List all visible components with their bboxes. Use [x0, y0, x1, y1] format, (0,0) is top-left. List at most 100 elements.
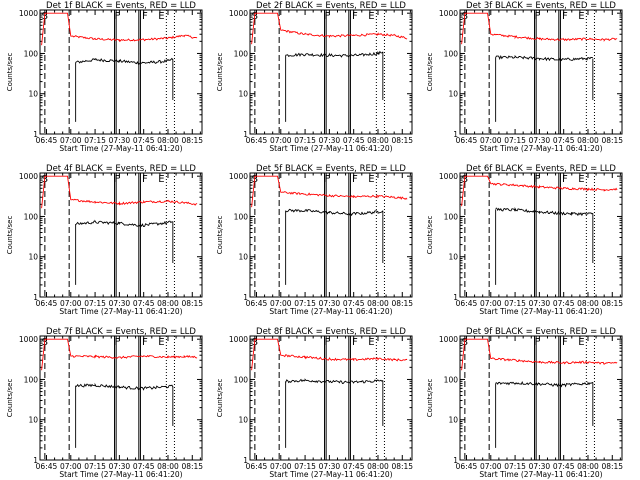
series-events-line	[75, 382, 174, 391]
x-tick-label: 07:30	[529, 462, 551, 471]
x-axis-label: Start Time (27-May-11 06:41:20)	[59, 144, 182, 153]
y-axis-label: Counts/sec	[6, 216, 14, 255]
panel-title: Det 6f BLACK = Events, RED = LLD	[466, 164, 616, 174]
panel-det-8: Det 8f BLACK = Events, RED = LLD 1 10 100 10…	[216, 327, 413, 479]
y-tick-label: 10	[28, 90, 38, 99]
y-tick-label: 100	[444, 49, 459, 58]
series-lld-line	[461, 338, 618, 371]
x-tick-label: 07:30	[529, 136, 551, 145]
x-tick-label: 07:00	[60, 299, 82, 308]
y-tick-label: 10	[448, 253, 458, 262]
annotation-f: F	[352, 337, 358, 348]
x-tick-label: 06:45	[246, 299, 268, 308]
x-tick-label: 06:45	[36, 136, 58, 145]
plot-frame	[39, 172, 203, 298]
y-tick-label: 100	[24, 212, 39, 221]
x-tick-label: 07:15	[294, 462, 316, 471]
y-tick-label: 10	[28, 416, 38, 425]
x-tick-label: 07:30	[109, 462, 131, 471]
y-tick-label: 1	[33, 130, 38, 139]
x-tick-label: 08:00	[577, 462, 599, 471]
x-tick-label: 08:15	[601, 136, 623, 145]
series-events-line	[285, 50, 384, 58]
annotation-e: E	[578, 337, 584, 348]
plot-frame	[39, 9, 203, 135]
y-tick-label: 100	[24, 49, 39, 58]
annotation-f: F	[142, 337, 148, 348]
x-tick-label: 08:00	[157, 462, 179, 471]
y-tick-label: 1	[453, 293, 458, 302]
x-tick-label: 08:15	[601, 299, 623, 308]
x-tick-label: 07:30	[529, 299, 551, 308]
x-tick-label: 07:15	[84, 299, 106, 308]
x-tick-label: 07:30	[319, 462, 341, 471]
x-tick-label: 06:45	[456, 299, 478, 308]
panel-det-1: Det 1f BLACK = Events, RED = LLD 1 10 100 10…	[6, 1, 203, 153]
panel-det-3: Det 3f BLACK = Events, RED = LLD 1 10 100 10…	[426, 1, 623, 153]
x-tick-label: 08:15	[601, 462, 623, 471]
plot-frame	[459, 335, 623, 461]
annotation-f: F	[325, 11, 331, 22]
series-events-line	[495, 54, 593, 62]
panel-title: Det 8f BLACK = Events, RED = LLD	[256, 327, 406, 337]
y-tick-label: 100	[234, 375, 249, 384]
annotation-f: F	[352, 174, 358, 185]
plot-frame	[249, 172, 413, 298]
y-axis-label: Counts/sec	[6, 379, 14, 418]
annotation-e: E	[368, 337, 374, 348]
plot-frame	[249, 335, 413, 461]
x-tick-label: 08:15	[391, 462, 413, 471]
x-tick-label: 07:15	[84, 462, 106, 471]
x-tick-label: 08:00	[577, 136, 599, 145]
x-tick-label: 07:45	[343, 299, 365, 308]
x-tick-label: 08:15	[391, 136, 413, 145]
x-tick-label: 06:45	[36, 462, 58, 471]
series-lld-line	[461, 12, 618, 45]
plot-frame	[459, 9, 623, 135]
series-lld-line	[461, 175, 618, 207]
annotation-f: F	[562, 337, 568, 348]
annotation-f: F	[325, 337, 331, 348]
x-tick-label: 07:45	[553, 136, 575, 145]
x-tick-label: 07:15	[294, 136, 316, 145]
x-tick-label: 06:45	[36, 299, 58, 308]
x-tick-label: 07:45	[133, 136, 155, 145]
x-tick-label: 07:45	[133, 462, 155, 471]
x-axis-label: Start Time (27-May-11 06:41:20)	[269, 470, 392, 479]
annotation-e: E	[368, 174, 374, 185]
x-tick-label: 08:15	[391, 299, 413, 308]
panel-det-2: Det 2f BLACK = Events, RED = LLD 1 10 100 10…	[216, 1, 413, 153]
x-tick-label: 07:30	[109, 299, 131, 308]
y-tick-label: 10	[448, 416, 458, 425]
x-axis-label: Start Time (27-May-11 06:41:20)	[59, 307, 182, 316]
x-tick-label: 07:00	[480, 299, 502, 308]
x-axis-label: Start Time (27-May-11 06:41:20)	[479, 470, 602, 479]
panel-det-6: Det 6f BLACK = Events, RED = LLD 1 10 100 10…	[426, 164, 623, 316]
x-tick-label: 07:00	[60, 462, 82, 471]
x-tick-label: 08:00	[367, 299, 389, 308]
panel-title: Det 9f BLACK = Events, RED = LLD	[466, 327, 616, 337]
y-tick-label: 1	[453, 130, 458, 139]
plot-frame	[39, 335, 203, 461]
y-tick-label: 1000	[19, 335, 38, 344]
series-events-line	[75, 219, 173, 228]
annotation-f: F	[535, 11, 541, 22]
panel-title: Det 2f BLACK = Events, RED = LLD	[256, 1, 406, 11]
annotation-e: E	[578, 11, 584, 22]
annotation-e: E	[158, 11, 164, 22]
x-tick-label: 07:15	[294, 299, 316, 308]
series-events-line	[75, 57, 174, 65]
x-tick-label: 08:15	[181, 136, 203, 145]
series-events-line	[285, 378, 384, 385]
y-tick-label: 1000	[439, 9, 458, 18]
panel-title: Det 1f BLACK = Events, RED = LLD	[46, 1, 196, 11]
annotation-e: E	[578, 174, 584, 185]
annotation-f: F	[142, 11, 148, 22]
x-tick-label: 07:00	[270, 136, 292, 145]
x-tick-label: 07:30	[319, 299, 341, 308]
annotation-f: F	[115, 11, 121, 22]
annotation-f: F	[535, 337, 541, 348]
panel-det-7: Det 7f BLACK = Events, RED = LLD 1 10 100 10…	[6, 327, 203, 479]
y-tick-label: 100	[444, 212, 459, 221]
